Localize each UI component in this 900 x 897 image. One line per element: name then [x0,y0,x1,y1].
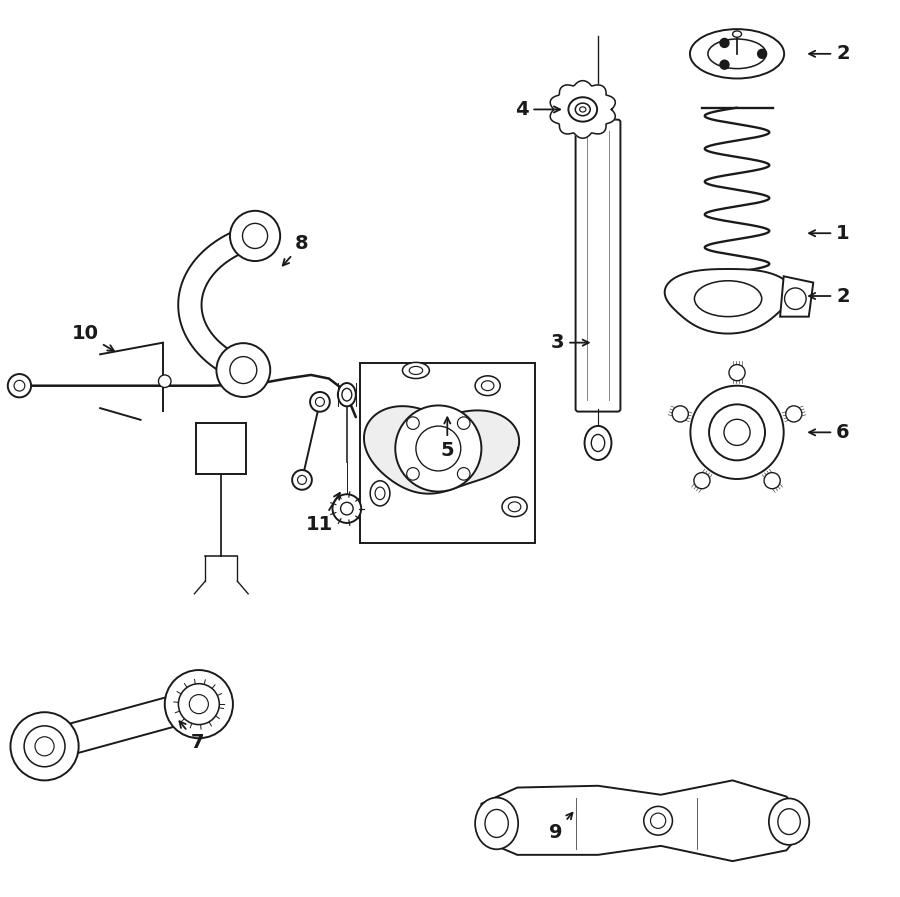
Ellipse shape [508,502,521,511]
Circle shape [310,392,329,412]
Ellipse shape [475,376,500,396]
Circle shape [416,426,461,471]
Bar [196,423,247,474]
Ellipse shape [569,97,597,122]
Ellipse shape [475,797,518,849]
Text: 8: 8 [283,234,309,266]
Circle shape [340,502,353,515]
Polygon shape [665,269,791,334]
Text: 4: 4 [515,100,560,119]
Circle shape [242,223,267,248]
Circle shape [24,726,65,767]
Circle shape [785,288,806,309]
Circle shape [8,374,32,397]
Ellipse shape [502,497,527,517]
Ellipse shape [733,31,742,38]
Circle shape [729,364,745,380]
Ellipse shape [591,434,605,451]
Ellipse shape [485,809,508,838]
Bar [360,363,535,543]
Text: 9: 9 [549,813,572,842]
Circle shape [230,357,256,384]
Ellipse shape [370,481,390,506]
Circle shape [178,684,220,725]
Text: 5: 5 [440,417,454,460]
Circle shape [457,467,470,480]
Ellipse shape [338,383,356,406]
Circle shape [457,417,470,430]
Circle shape [709,405,765,460]
Polygon shape [178,225,258,381]
Circle shape [292,470,312,490]
Circle shape [724,419,750,446]
Circle shape [407,417,419,430]
Text: 7: 7 [179,721,203,753]
Circle shape [720,39,729,48]
Ellipse shape [644,806,672,835]
Circle shape [216,344,270,397]
Circle shape [315,397,324,406]
Text: 10: 10 [71,324,114,351]
Polygon shape [550,81,616,138]
Text: 2: 2 [809,44,850,64]
Ellipse shape [585,426,611,460]
Circle shape [230,211,280,261]
Circle shape [14,380,25,391]
Circle shape [758,49,767,58]
Circle shape [690,386,784,479]
Circle shape [298,475,307,484]
Circle shape [332,494,361,523]
Ellipse shape [482,381,494,391]
Ellipse shape [580,107,586,112]
Ellipse shape [585,101,610,116]
Polygon shape [40,690,202,761]
Text: 6: 6 [809,422,850,442]
Circle shape [407,467,419,480]
Polygon shape [364,406,519,493]
FancyBboxPatch shape [576,119,620,412]
Ellipse shape [651,813,666,829]
Ellipse shape [375,487,385,500]
Ellipse shape [410,367,423,375]
Circle shape [694,473,710,489]
Ellipse shape [778,809,800,834]
Circle shape [158,375,171,388]
Polygon shape [780,276,814,317]
Ellipse shape [769,798,809,845]
Circle shape [189,694,209,714]
Text: 2: 2 [809,286,850,306]
Polygon shape [482,780,809,861]
Text: 3: 3 [551,333,589,353]
Circle shape [35,736,54,756]
Ellipse shape [342,388,352,401]
Ellipse shape [402,362,429,379]
Circle shape [786,405,802,422]
Circle shape [11,712,78,780]
Circle shape [720,60,729,69]
Ellipse shape [695,281,761,317]
Ellipse shape [708,39,766,69]
Ellipse shape [575,103,590,116]
Text: 11: 11 [306,493,340,535]
Ellipse shape [587,114,608,126]
Circle shape [672,405,688,422]
Text: 1: 1 [809,223,850,243]
Circle shape [165,670,233,738]
Circle shape [395,405,482,492]
Ellipse shape [690,30,784,79]
Circle shape [764,473,780,489]
